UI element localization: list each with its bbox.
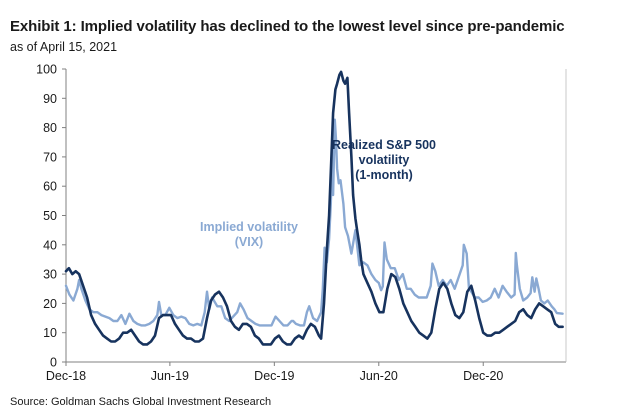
y-tick-label: 60 bbox=[43, 180, 57, 194]
chart-axes bbox=[65, 69, 567, 363]
y-tick-label: 50 bbox=[43, 209, 57, 223]
y-tick-label: 100 bbox=[36, 63, 57, 77]
y-tick-label: 30 bbox=[43, 268, 57, 282]
x-tick-label: Dec-20 bbox=[463, 369, 503, 383]
x-axis-ticks: Dec-18 Jun-19 Dec-19 Jun-20 Dec-20 bbox=[46, 362, 503, 383]
implied-volatility-label: Implied volatility (VIX) bbox=[200, 220, 298, 249]
exhibit-title: Exhibit 1: Implied volatility has declin… bbox=[10, 18, 565, 35]
x-tick-label: Jun-20 bbox=[360, 369, 398, 383]
y-axis-ticks: 0 10 20 30 40 50 60 70 80 90 100 bbox=[36, 63, 66, 370]
y-tick-label: 70 bbox=[43, 150, 57, 164]
source-note: Source: Goldman Sachs Global Investment … bbox=[10, 396, 272, 408]
implied-volatility-line bbox=[64, 118, 564, 327]
x-tick-label: Dec-19 bbox=[254, 369, 294, 383]
realized-volatility-label: Realized S&P 500 volatility (1-month) bbox=[332, 138, 436, 182]
y-tick-label: 0 bbox=[50, 356, 57, 370]
realized-volatility-line bbox=[64, 70, 564, 346]
y-tick-label: 10 bbox=[43, 326, 57, 340]
series-annotations: Implied volatility (VIX) Realized S&P 500 v… bbox=[200, 138, 436, 249]
x-tick-label: Jun-19 bbox=[151, 369, 189, 383]
series-layer bbox=[64, 70, 564, 346]
y-tick-label: 40 bbox=[43, 238, 57, 252]
y-tick-label: 20 bbox=[43, 297, 57, 311]
y-tick-label: 90 bbox=[43, 92, 57, 106]
x-tick-label: Dec-18 bbox=[46, 369, 86, 383]
y-tick-label: 80 bbox=[43, 121, 57, 135]
exhibit-subtitle: as of April 15, 2021 bbox=[10, 40, 118, 54]
